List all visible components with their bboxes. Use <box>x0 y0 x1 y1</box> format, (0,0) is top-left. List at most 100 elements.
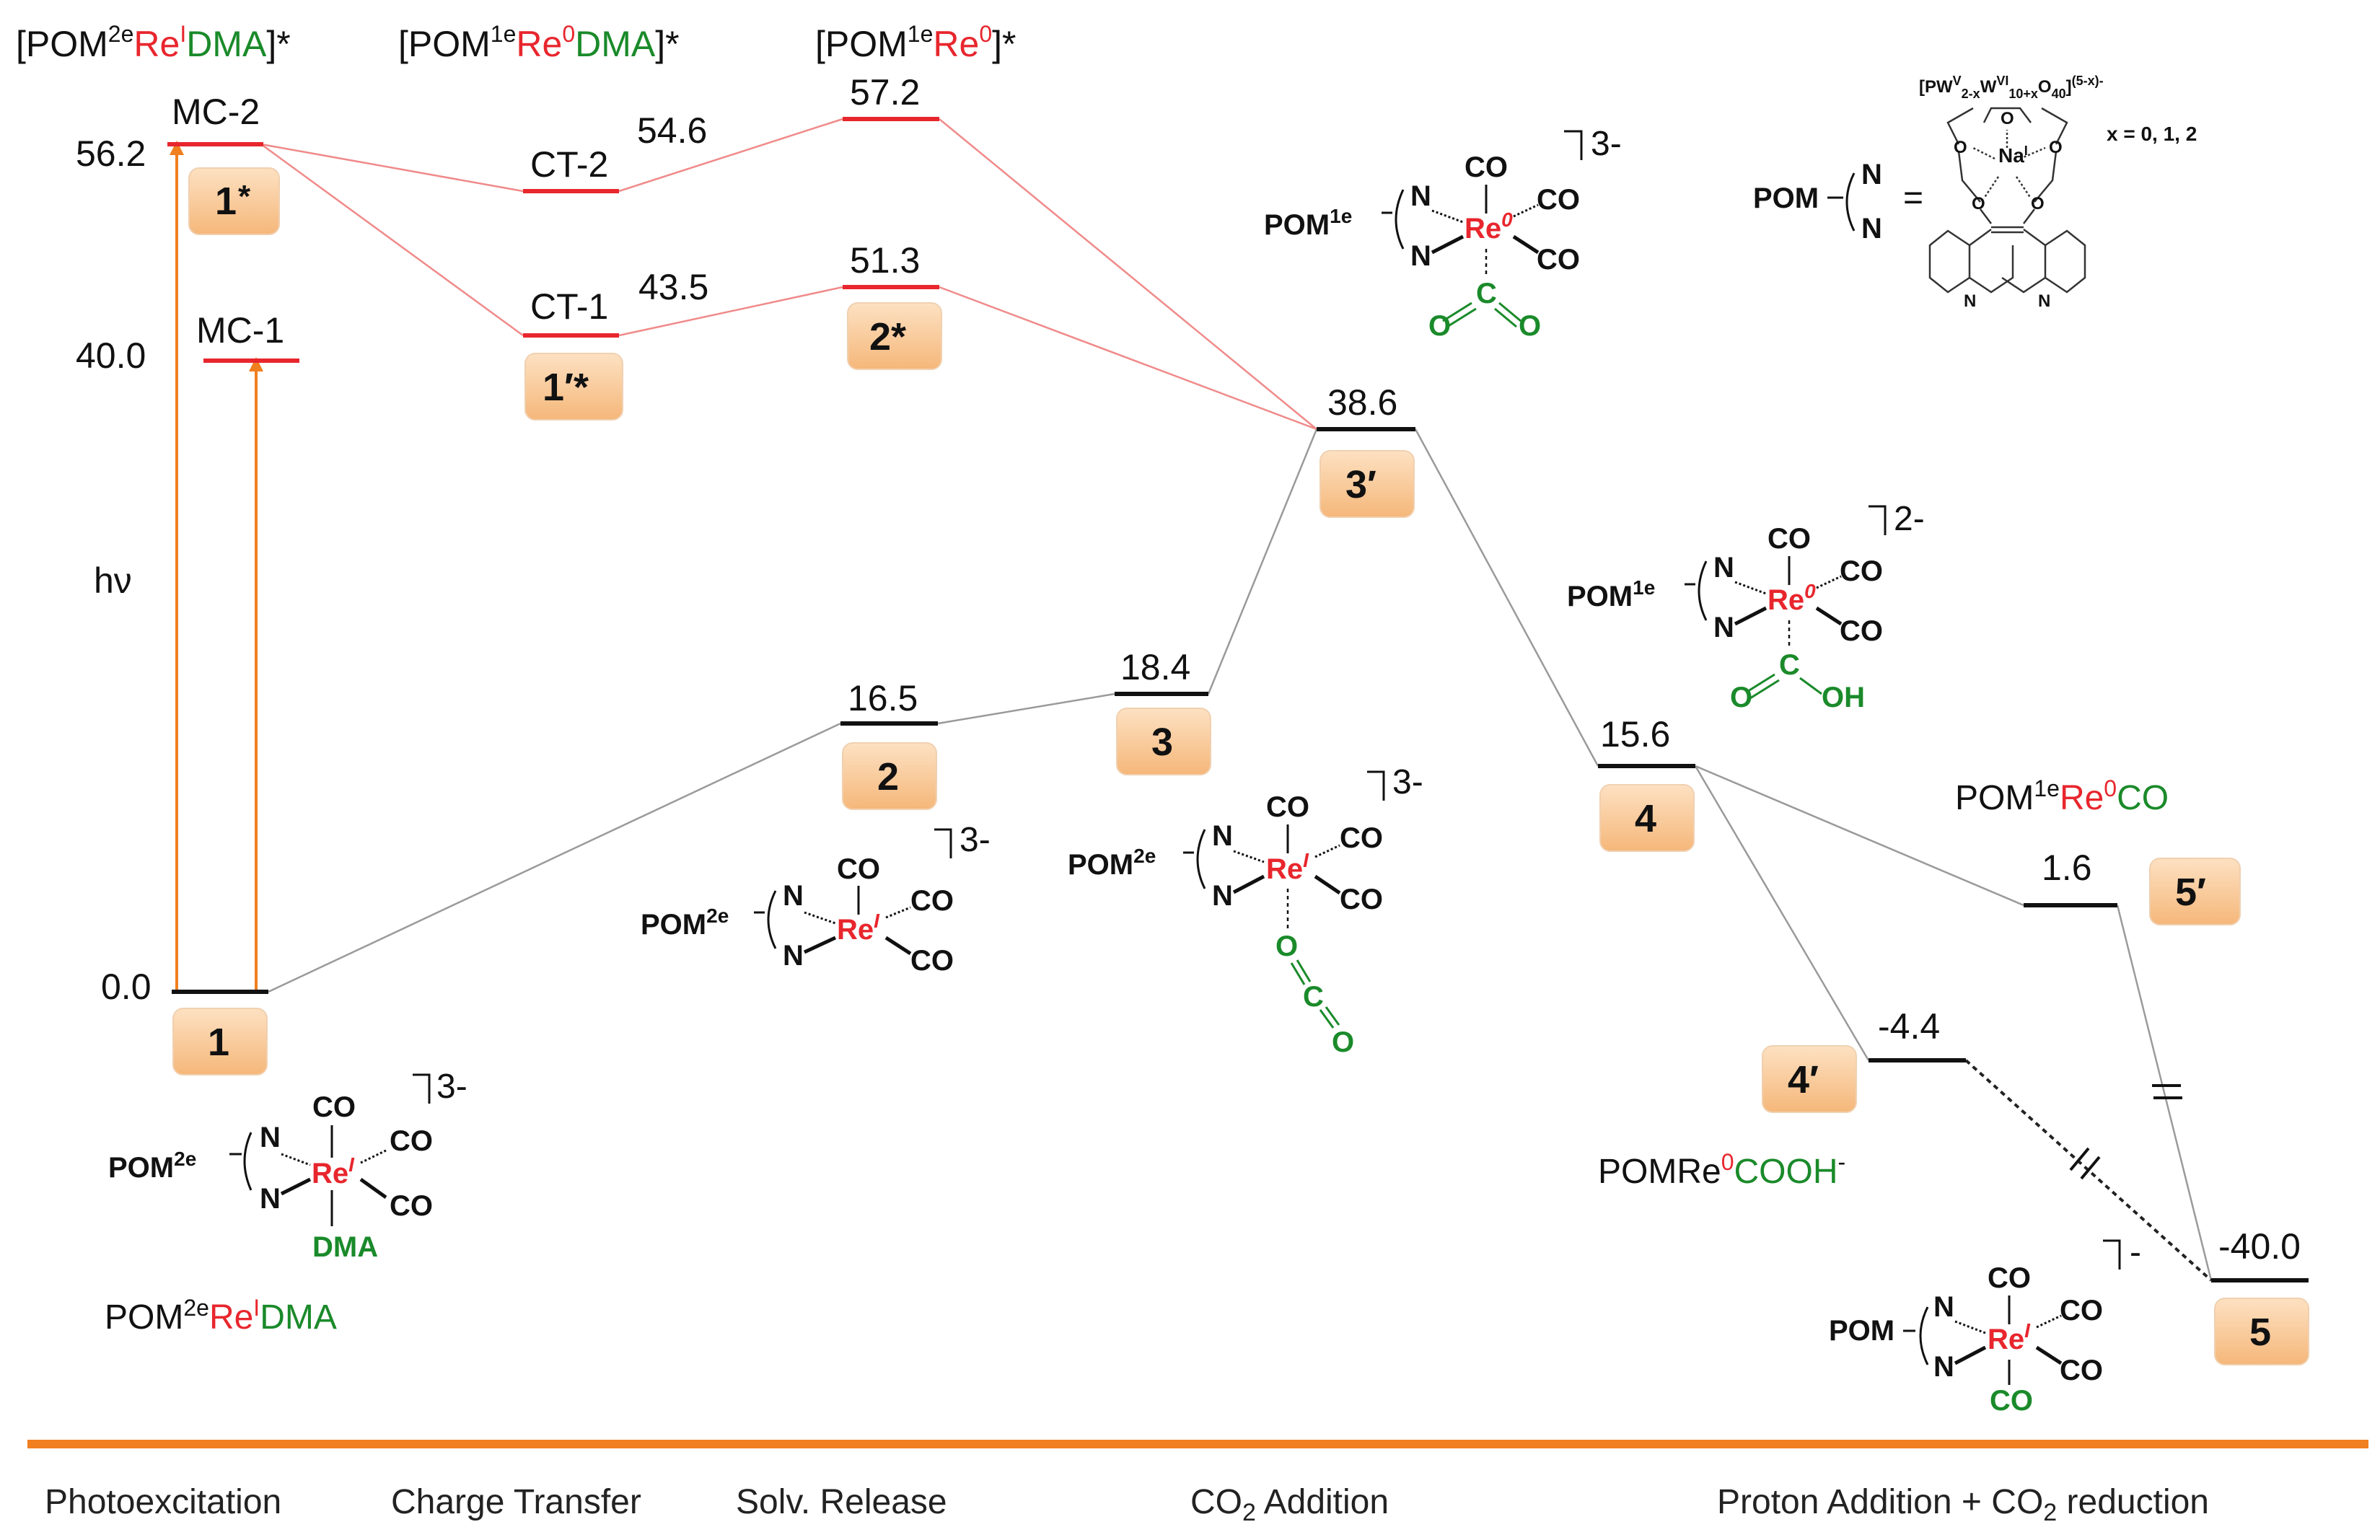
svg-text:3-: 3- <box>1591 125 1622 163</box>
svg-text:5: 5 <box>2249 1311 2271 1354</box>
svg-text:O: O <box>1519 310 1541 342</box>
badge-2star: 2* <box>847 302 942 370</box>
excitation-arrows <box>170 141 263 990</box>
badge-4: 4 <box>1599 784 1695 852</box>
svg-text:5′: 5′ <box>2175 871 2206 914</box>
header-3: [POM1eRe0]* <box>815 21 1016 64</box>
svg-text:POM2e: POM2e <box>1068 845 1156 881</box>
svg-text:ReI: ReI <box>837 910 880 946</box>
svg-text:N: N <box>1713 552 1734 584</box>
svg-text:O: O <box>1972 194 1985 214</box>
svg-text:2: 2 <box>877 755 899 798</box>
stage-co2-addition: CO2 Addition <box>1190 1483 1389 1526</box>
excited-connectors <box>260 118 1317 431</box>
svg-text:N: N <box>1410 180 1431 212</box>
badge-3: 3 <box>1116 708 1211 775</box>
svg-text:N: N <box>783 940 804 972</box>
svg-text:CO: CO <box>910 945 954 977</box>
svg-text:CO: CO <box>1465 151 1508 183</box>
svg-text:CO: CO <box>1537 184 1580 216</box>
svg-text:N: N <box>1933 1351 1954 1383</box>
svg-text:N: N <box>1410 240 1431 272</box>
svg-text:4′: 4′ <box>1788 1058 1819 1101</box>
label-3-value: 18.4 <box>1120 647 1190 687</box>
svg-text:CO: CO <box>1340 822 1383 854</box>
svg-text:3-: 3- <box>1392 763 1423 801</box>
label-4-value: 15.6 <box>1600 714 1670 754</box>
svg-text:CO: CO <box>1340 884 1383 915</box>
label-1-value: 0.0 <box>101 967 152 1007</box>
legend-formula: [PWV2-xWVI10+xO40](5-x)- <box>1919 74 2104 101</box>
svg-text:CO: CO <box>312 1091 356 1123</box>
svg-text:N: N <box>1212 880 1233 912</box>
hv-label: hν <box>94 560 132 601</box>
label-3prime-value: 38.6 <box>1327 382 1397 423</box>
label-mc2-name: MC-2 <box>172 92 260 132</box>
svg-text:NaI: NaI <box>1998 144 2028 167</box>
svg-text:CO: CO <box>1266 791 1309 823</box>
svg-text:CO: CO <box>1537 244 1580 276</box>
badge-1: 1 <box>172 1008 268 1075</box>
svg-text:ReI: ReI <box>1988 1319 2031 1355</box>
stage-solv-release: Solv. Release <box>736 1483 947 1521</box>
label-ct1-name: CT-1 <box>530 286 608 327</box>
svg-text:CO: CO <box>390 1125 433 1157</box>
svg-text:CO: CO <box>2060 1355 2103 1386</box>
svg-text:O: O <box>2031 194 2045 214</box>
svg-text:O: O <box>2001 109 2014 128</box>
molecule-4: POM1e N N Re0 CO CO CO C O OH 2- <box>1567 500 1925 713</box>
svg-text:POM2e: POM2e <box>641 905 729 941</box>
svg-text:N: N <box>1861 213 1882 245</box>
label-mc1-name: MC-1 <box>196 310 284 351</box>
label-4prime-value: -4.4 <box>1878 1006 1940 1047</box>
badge-4prime: 4′ <box>1762 1045 1857 1113</box>
stage-proton-addition: Proton Addition + CO2 reduction <box>1717 1483 2209 1526</box>
svg-text:CO: CO <box>2060 1295 2103 1326</box>
svg-text:N: N <box>1713 612 1734 643</box>
label-bottom-left: POM2eReIDMA <box>105 1295 337 1337</box>
label-57-value: 57.2 <box>850 72 920 113</box>
badge-5prime: 5′ <box>2149 858 2241 925</box>
label-ct2-value: 54.6 <box>637 110 707 151</box>
label-5prime: POM1eRe0CO <box>1955 775 2169 817</box>
label-mc2-value: 56.2 <box>76 133 146 174</box>
ligand-legend: POM N N = [PWV2-xWVI10+xO40](5-x)- x = 0… <box>1753 74 2197 311</box>
svg-text:2-: 2- <box>1894 500 1925 538</box>
svg-text:N: N <box>260 1122 281 1153</box>
header-2: [POM1eRe0DMA]* <box>398 21 680 64</box>
svg-text:O: O <box>1954 138 1967 157</box>
svg-text:N: N <box>1861 159 1882 190</box>
svg-text:POM1e: POM1e <box>1567 576 1655 612</box>
svg-text:N: N <box>783 880 804 912</box>
svg-text:N: N <box>1212 820 1233 852</box>
svg-text:CO: CO <box>910 885 954 917</box>
svg-text:N: N <box>1964 291 1976 311</box>
svg-text:1: 1 <box>208 1021 229 1064</box>
svg-text:POM: POM <box>1829 1315 1894 1347</box>
label-mc1-value: 40.0 <box>76 335 146 376</box>
molecule-3prime: POM1e N N Re0 CO CO CO C O O 3- <box>1264 125 1622 342</box>
svg-text:Re0: Re0 <box>1768 580 1816 616</box>
svg-text:N: N <box>2038 291 2050 311</box>
svg-text:O: O <box>1730 682 1752 713</box>
molecule-2: POM2e N N ReI CO CO CO 3- <box>641 821 991 977</box>
badge-1prime-star: 1′* <box>524 353 623 421</box>
svg-text:OH: OH <box>1822 682 1865 713</box>
svg-text:ReI: ReI <box>1266 849 1309 885</box>
axis-break-marks <box>2069 1084 2182 1180</box>
svg-text:O: O <box>2049 138 2063 157</box>
stage-photoexcitation: Photoexcitation <box>45 1483 281 1521</box>
svg-text:3-: 3- <box>960 821 991 859</box>
svg-text:3′: 3′ <box>1345 463 1376 506</box>
svg-text:DMA: DMA <box>312 1231 378 1263</box>
legend-x-values: x = 0, 1, 2 <box>2107 123 2197 145</box>
svg-text:POM: POM <box>1753 182 1819 214</box>
label-51-value: 51.3 <box>850 240 920 281</box>
svg-text:C: C <box>1303 981 1324 1013</box>
ground-connectors <box>268 428 2213 1281</box>
svg-text:N: N <box>1933 1291 1954 1323</box>
svg-text:1′*: 1′* <box>543 366 589 409</box>
svg-text:POM2e: POM2e <box>108 1148 196 1184</box>
svg-text:ReI: ReI <box>312 1153 355 1189</box>
